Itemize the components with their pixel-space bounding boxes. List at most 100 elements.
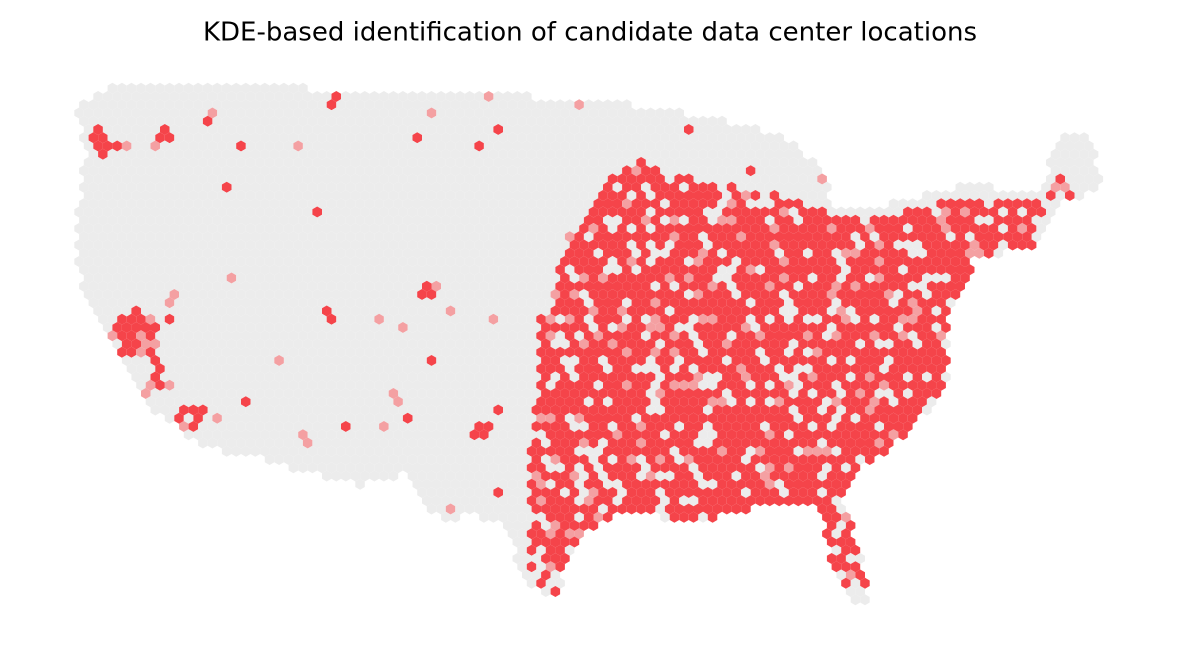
background-hex [474, 322, 484, 333]
background-hex [1007, 190, 1018, 201]
background-hex [202, 412, 213, 424]
background-hex [745, 148, 756, 160]
background-hex [355, 247, 365, 259]
background-hex [507, 247, 518, 259]
candidate-hex [1003, 198, 1013, 210]
background-hex [550, 173, 561, 185]
candidate-hex [869, 280, 880, 292]
background-hex [93, 107, 103, 119]
candidate-hex [903, 355, 913, 366]
background-hex [231, 231, 241, 243]
background-hex [531, 355, 542, 366]
background-hex [412, 247, 422, 259]
candidate-hex [574, 379, 584, 391]
background-hex [569, 173, 580, 185]
candidate-hex [660, 379, 670, 391]
candidate-hex [698, 264, 708, 276]
candidate-hex [745, 214, 756, 226]
candidate-hex [712, 338, 723, 350]
candidate-hex [650, 297, 661, 309]
candidate-hex [841, 412, 851, 424]
background-hex [507, 363, 518, 375]
background-hex [464, 338, 475, 350]
candidate-hex [860, 412, 870, 424]
candidate-hex [941, 289, 951, 300]
background-hex [764, 132, 775, 144]
background-hex [564, 99, 575, 111]
candidate-hex [826, 239, 837, 251]
background-hex [260, 412, 270, 424]
background-hex [522, 206, 532, 218]
background-hex [345, 379, 356, 391]
candidate-hex [703, 272, 713, 284]
background-hex [255, 157, 265, 168]
candidate-hex [845, 272, 856, 284]
background-hex [807, 272, 818, 284]
background-hex [469, 198, 480, 210]
background-hex [383, 297, 394, 309]
candidate-hex [636, 157, 646, 168]
candidate-hex [993, 214, 1004, 226]
background-hex [374, 132, 384, 144]
background-hex [164, 247, 175, 259]
background-hex [460, 99, 470, 111]
candidate-hex [817, 289, 827, 300]
background-hex [984, 198, 994, 210]
candidate-hex [588, 272, 599, 284]
background-hex [155, 280, 165, 292]
candidate-hex [979, 223, 989, 234]
candidate-hex [903, 256, 913, 267]
background-hex [183, 99, 194, 111]
candidate-hex [869, 346, 880, 358]
background-hex [136, 132, 146, 144]
background-hex [250, 181, 261, 193]
background-hex [255, 173, 265, 185]
background-hex [350, 322, 361, 333]
background-hex [803, 247, 813, 259]
candidate-hex [617, 272, 627, 284]
background-hex [641, 115, 651, 127]
background-hex [422, 165, 432, 177]
candidate-hex [793, 429, 803, 441]
candidate-hex [607, 355, 618, 366]
background-hex [922, 190, 932, 201]
background-hex [483, 256, 494, 267]
background-hex [550, 206, 561, 218]
candidate-hex [745, 264, 756, 276]
candidate-hex [698, 330, 708, 342]
candidate-hex [850, 396, 861, 408]
candidate-hex [822, 247, 832, 259]
background-hex [893, 322, 904, 333]
candidate-hex [1026, 239, 1037, 251]
background-hex [512, 289, 522, 300]
background-hex [417, 338, 427, 350]
background-hex [674, 421, 684, 432]
background-hex [1031, 231, 1042, 243]
background-hex [531, 107, 542, 119]
candidate-hex [579, 256, 589, 267]
background-hex [412, 165, 422, 177]
candidate-hex [784, 214, 794, 226]
background-hex [360, 107, 370, 119]
background-hex [488, 181, 499, 193]
candidate-hex [817, 322, 827, 333]
candidate-hex [655, 388, 665, 399]
candidate-hex [712, 256, 723, 267]
background-hex [407, 223, 418, 234]
background-hex [545, 264, 556, 276]
background-hex [603, 148, 613, 160]
background-hex [574, 198, 584, 210]
candidate-hex [674, 206, 684, 218]
background-hex [422, 363, 432, 375]
background-hex [255, 140, 265, 152]
background-hex [331, 173, 341, 185]
background-hex [455, 338, 465, 350]
background-hex [755, 346, 765, 358]
candidate-hex [845, 322, 856, 333]
background-hex [245, 388, 256, 399]
candidate-hex [550, 305, 561, 317]
background-hex [517, 247, 527, 259]
background-hex [388, 371, 399, 383]
candidate-hex [726, 412, 737, 424]
background-hex [183, 297, 194, 309]
